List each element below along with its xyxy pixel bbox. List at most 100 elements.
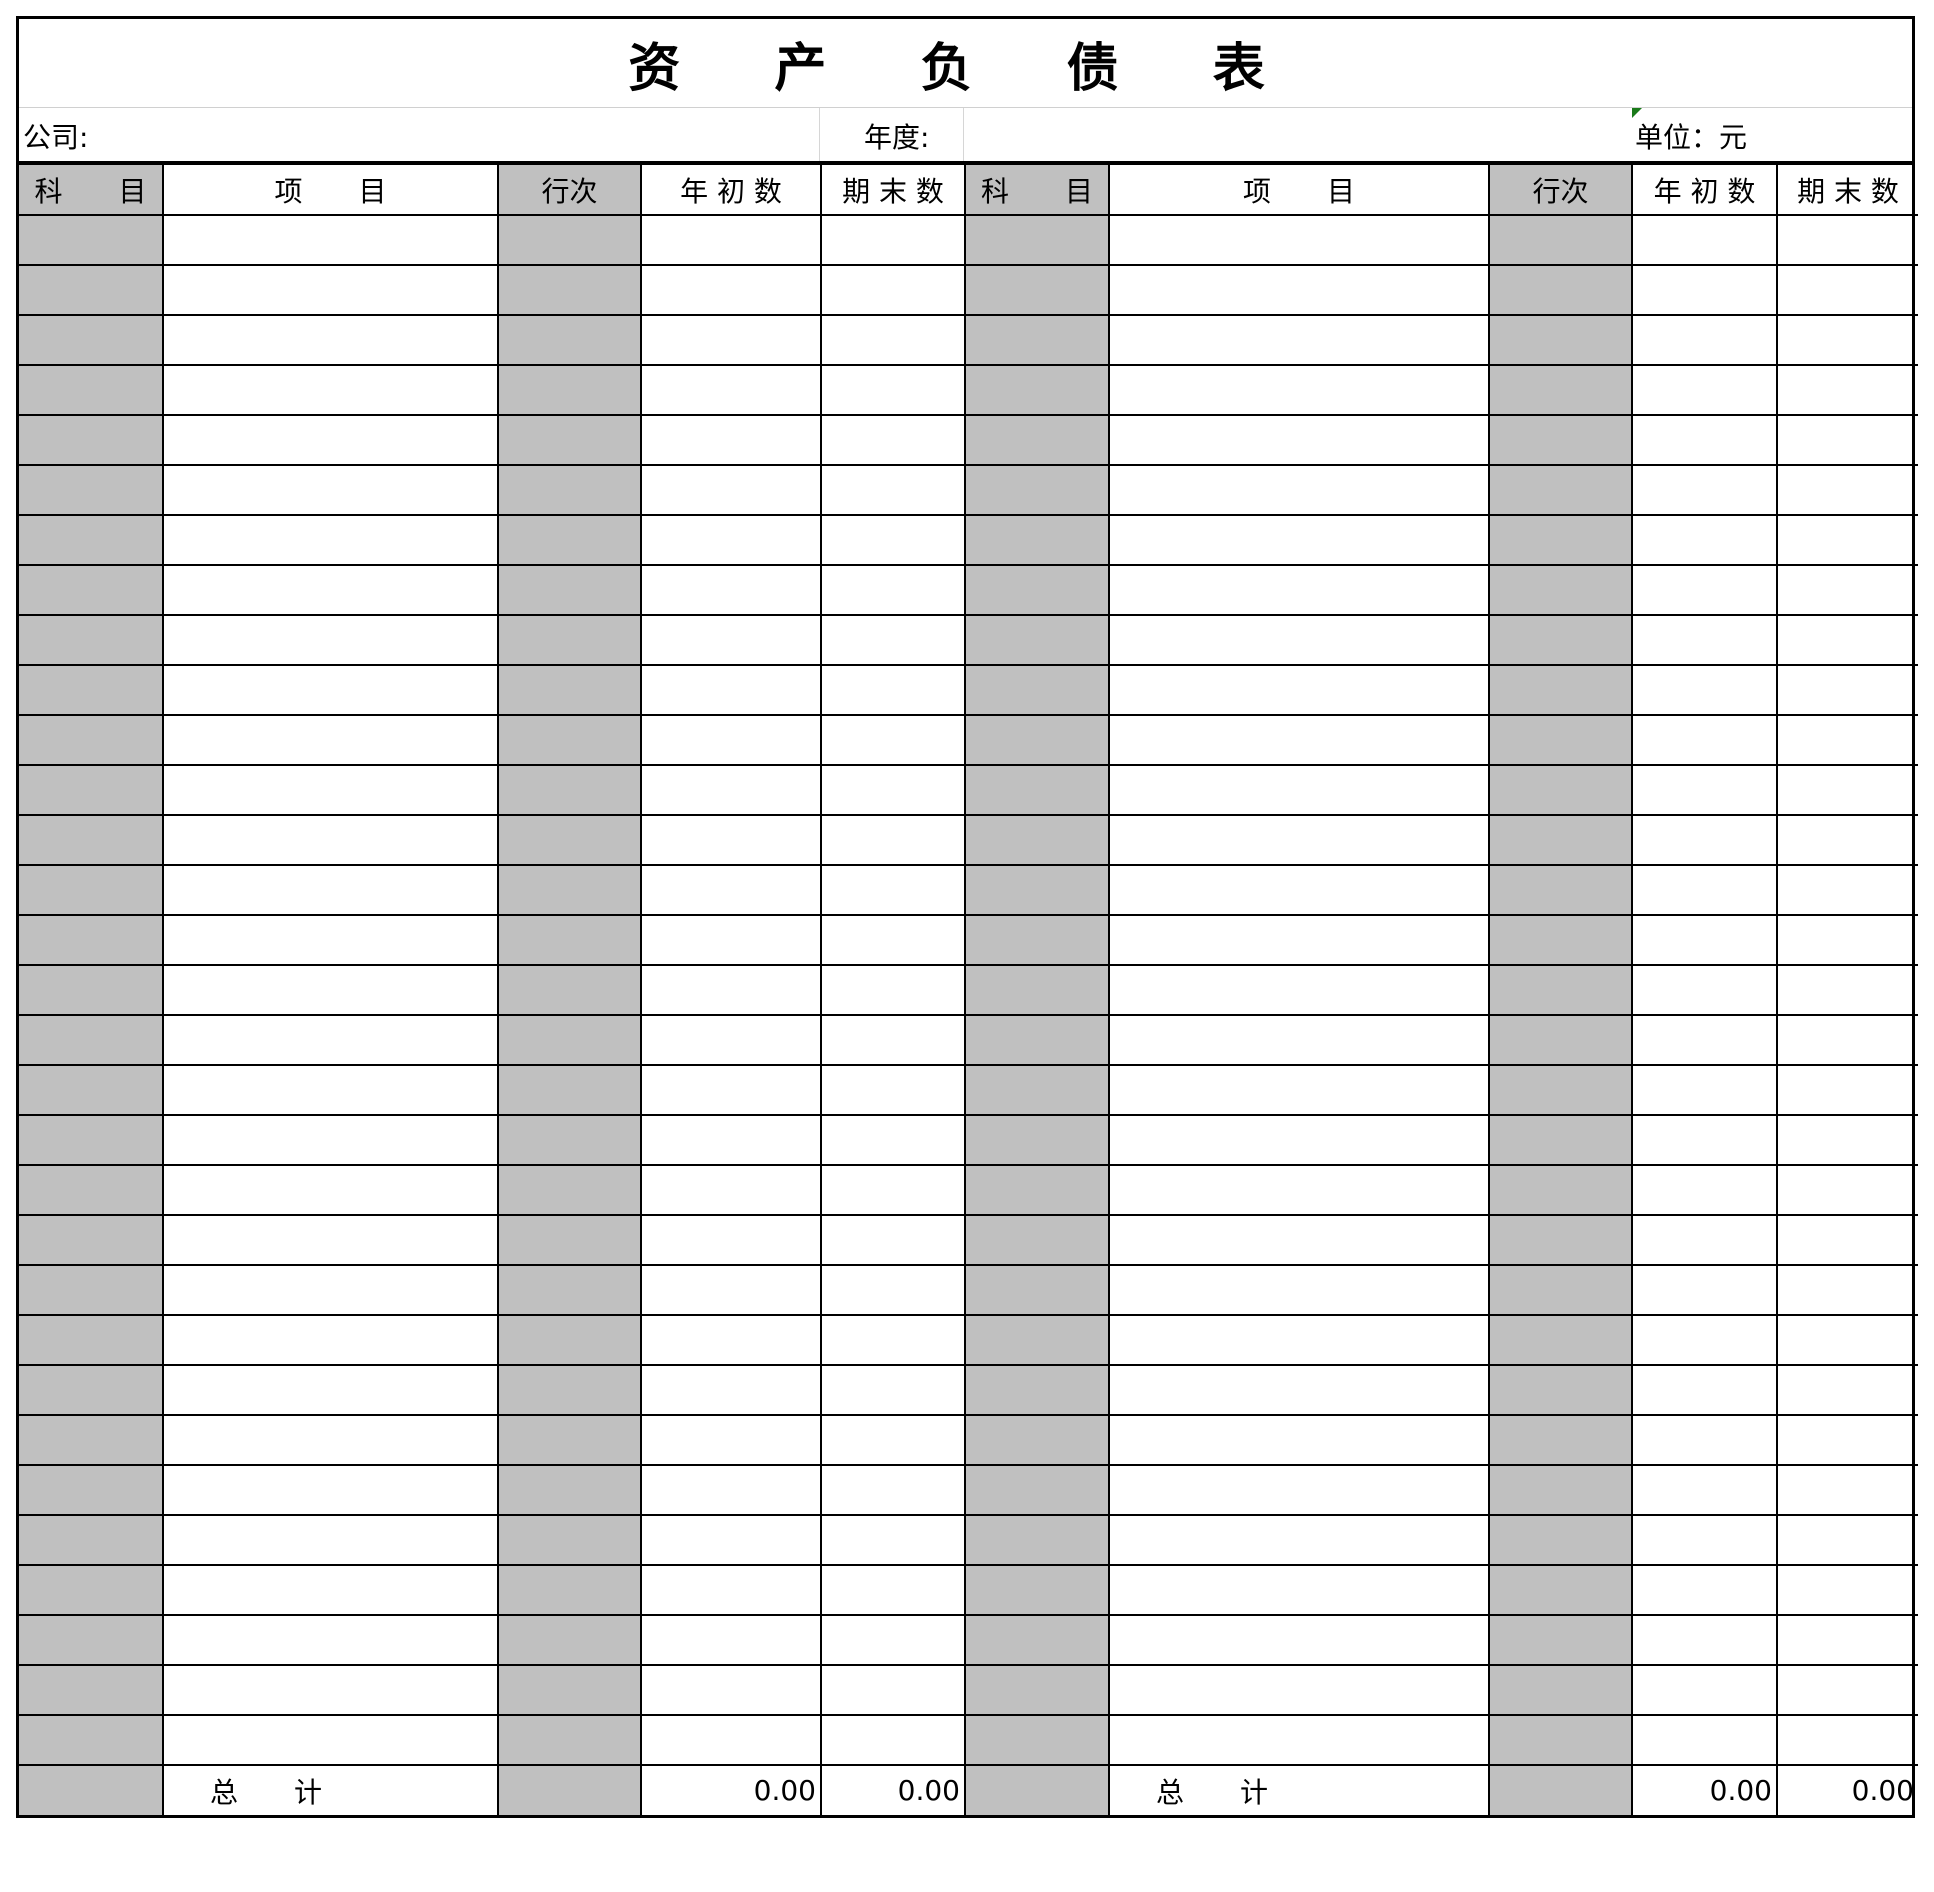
cell-right-end-balance[interactable] bbox=[1776, 614, 1918, 666]
company-label[interactable]: 公司: bbox=[23, 121, 89, 154]
cell-right-subject[interactable] bbox=[964, 414, 1110, 466]
cell-right-item[interactable] bbox=[1108, 1614, 1490, 1666]
cell-right-end-balance[interactable] bbox=[1776, 264, 1918, 316]
cell-right-line-no[interactable] bbox=[1488, 1114, 1633, 1166]
total-left-begin[interactable]: 0.00 bbox=[640, 1764, 822, 1815]
cell-right-subject[interactable] bbox=[964, 1514, 1110, 1566]
cell-right-subject[interactable] bbox=[964, 564, 1110, 616]
cell-right-item[interactable] bbox=[1108, 414, 1490, 466]
cell-left-line-no[interactable] bbox=[497, 414, 642, 466]
cell-left-item[interactable] bbox=[162, 914, 499, 966]
cell-left-item[interactable] bbox=[162, 514, 499, 566]
cell-left-subject[interactable] bbox=[19, 364, 164, 416]
cell-right-end-balance[interactable] bbox=[1776, 1064, 1918, 1116]
cell-left-end-balance[interactable] bbox=[820, 1614, 966, 1666]
cell-right-begin-balance[interactable] bbox=[1631, 1114, 1778, 1166]
cell-left-item[interactable] bbox=[162, 1364, 499, 1416]
cell-right-end-balance[interactable] bbox=[1776, 1014, 1918, 1066]
header-left-line-no[interactable]: 行次 bbox=[497, 165, 642, 216]
cell-left-end-balance[interactable] bbox=[820, 614, 966, 666]
cell-right-item[interactable] bbox=[1108, 1064, 1490, 1116]
cell-left-item[interactable] bbox=[162, 1214, 499, 1266]
header-left-subject[interactable]: 科 目 bbox=[19, 165, 164, 216]
cell-right-line-no[interactable] bbox=[1488, 1664, 1633, 1716]
cell-left-begin-balance[interactable] bbox=[640, 1364, 822, 1416]
cell-right-line-no[interactable] bbox=[1488, 1514, 1633, 1566]
cell-left-item[interactable] bbox=[162, 1064, 499, 1116]
cell-left-begin-balance[interactable] bbox=[640, 314, 822, 366]
cell-left-item[interactable] bbox=[162, 614, 499, 666]
cell-right-subject[interactable] bbox=[964, 264, 1110, 316]
cell-right-end-balance[interactable] bbox=[1776, 314, 1918, 366]
cell-left-subject[interactable] bbox=[19, 664, 164, 716]
cell-left-item[interactable] bbox=[162, 1664, 499, 1716]
cell-right-line-no[interactable] bbox=[1488, 464, 1633, 516]
cell-right-begin-balance[interactable] bbox=[1631, 1214, 1778, 1266]
cell-left-end-balance[interactable] bbox=[820, 1514, 966, 1566]
total-right-begin[interactable]: 0.00 bbox=[1631, 1764, 1778, 1815]
cell-left-begin-balance[interactable] bbox=[640, 1214, 822, 1266]
cell-right-begin-balance[interactable] bbox=[1631, 664, 1778, 716]
cell-right-line-no[interactable] bbox=[1488, 714, 1633, 766]
cell-left-begin-balance[interactable] bbox=[640, 364, 822, 416]
cell-left-subject[interactable] bbox=[19, 1414, 164, 1466]
cell-right-subject[interactable] bbox=[964, 864, 1110, 916]
cell-right-end-balance[interactable] bbox=[1776, 664, 1918, 716]
cell-right-item[interactable] bbox=[1108, 1664, 1490, 1716]
cell-right-item[interactable] bbox=[1108, 1414, 1490, 1466]
cell-right-item[interactable] bbox=[1108, 1464, 1490, 1516]
cell-right-end-balance[interactable] bbox=[1776, 364, 1918, 416]
unit-label[interactable]: 单位：元 bbox=[1635, 121, 1748, 154]
cell-left-end-balance[interactable] bbox=[820, 664, 966, 716]
cell-right-begin-balance[interactable] bbox=[1631, 964, 1778, 1016]
cell-left-subject[interactable] bbox=[19, 764, 164, 816]
cell-left-subject[interactable] bbox=[19, 1014, 164, 1066]
cell-right-end-balance[interactable] bbox=[1776, 1664, 1918, 1716]
header-right-item[interactable]: 项 目 bbox=[1108, 165, 1490, 216]
cell-left-subject[interactable] bbox=[19, 1214, 164, 1266]
cell-right-end-balance[interactable] bbox=[1776, 1414, 1918, 1466]
cell-right-line-no[interactable] bbox=[1488, 964, 1633, 1016]
cell-left-item[interactable] bbox=[162, 314, 499, 366]
cell-left-line-no[interactable] bbox=[497, 664, 642, 716]
cell-right-item[interactable] bbox=[1108, 364, 1490, 416]
cell-left-item[interactable] bbox=[162, 214, 499, 266]
cell-left-line-no[interactable] bbox=[497, 464, 642, 516]
cell-right-line-no[interactable] bbox=[1488, 1714, 1633, 1766]
cell-left-line-no[interactable] bbox=[497, 814, 642, 866]
cell-right-item[interactable] bbox=[1108, 264, 1490, 316]
cell-right-subject[interactable] bbox=[964, 1314, 1110, 1366]
cell-left-subject[interactable] bbox=[19, 1314, 164, 1366]
cell-right-end-balance[interactable] bbox=[1776, 1464, 1918, 1516]
cell-right-item[interactable] bbox=[1108, 214, 1490, 266]
cell-left-begin-balance[interactable] bbox=[640, 1014, 822, 1066]
cell-left-line-no[interactable] bbox=[497, 1464, 642, 1516]
cell-left-line-no[interactable] bbox=[497, 1264, 642, 1316]
cell-right-item[interactable] bbox=[1108, 1264, 1490, 1316]
cell-right-item[interactable] bbox=[1108, 814, 1490, 866]
cell-left-line-no[interactable] bbox=[497, 1064, 642, 1116]
cell-right-line-no[interactable] bbox=[1488, 264, 1633, 316]
cell-left-subject[interactable] bbox=[19, 1564, 164, 1616]
cell-left-begin-balance[interactable] bbox=[640, 664, 822, 716]
cell-left-line-no[interactable] bbox=[497, 1014, 642, 1066]
cell-right-line-no[interactable] bbox=[1488, 364, 1633, 416]
cell-right-line-no[interactable] bbox=[1488, 414, 1633, 466]
cell-left-begin-balance[interactable] bbox=[640, 1414, 822, 1466]
cell-left-end-balance[interactable] bbox=[820, 414, 966, 466]
cell-left-begin-balance[interactable] bbox=[640, 964, 822, 1016]
cell-right-end-balance[interactable] bbox=[1776, 564, 1918, 616]
cell-right-item[interactable] bbox=[1108, 914, 1490, 966]
cell-left-begin-balance[interactable] bbox=[640, 214, 822, 266]
cell-left-line-no[interactable] bbox=[497, 264, 642, 316]
cell-left-subject[interactable] bbox=[19, 1714, 164, 1766]
cell-left-line-no[interactable] bbox=[497, 764, 642, 816]
cell-left-begin-balance[interactable] bbox=[640, 914, 822, 966]
cell-left-subject[interactable] bbox=[19, 214, 164, 266]
cell-left-begin-balance[interactable] bbox=[640, 764, 822, 816]
cell-right-item[interactable] bbox=[1108, 1114, 1490, 1166]
cell-left-line-no[interactable] bbox=[497, 1364, 642, 1416]
cell-right-subject[interactable] bbox=[964, 1164, 1110, 1216]
cell-left-end-balance[interactable] bbox=[820, 364, 966, 416]
cell-right-begin-balance[interactable] bbox=[1631, 914, 1778, 966]
